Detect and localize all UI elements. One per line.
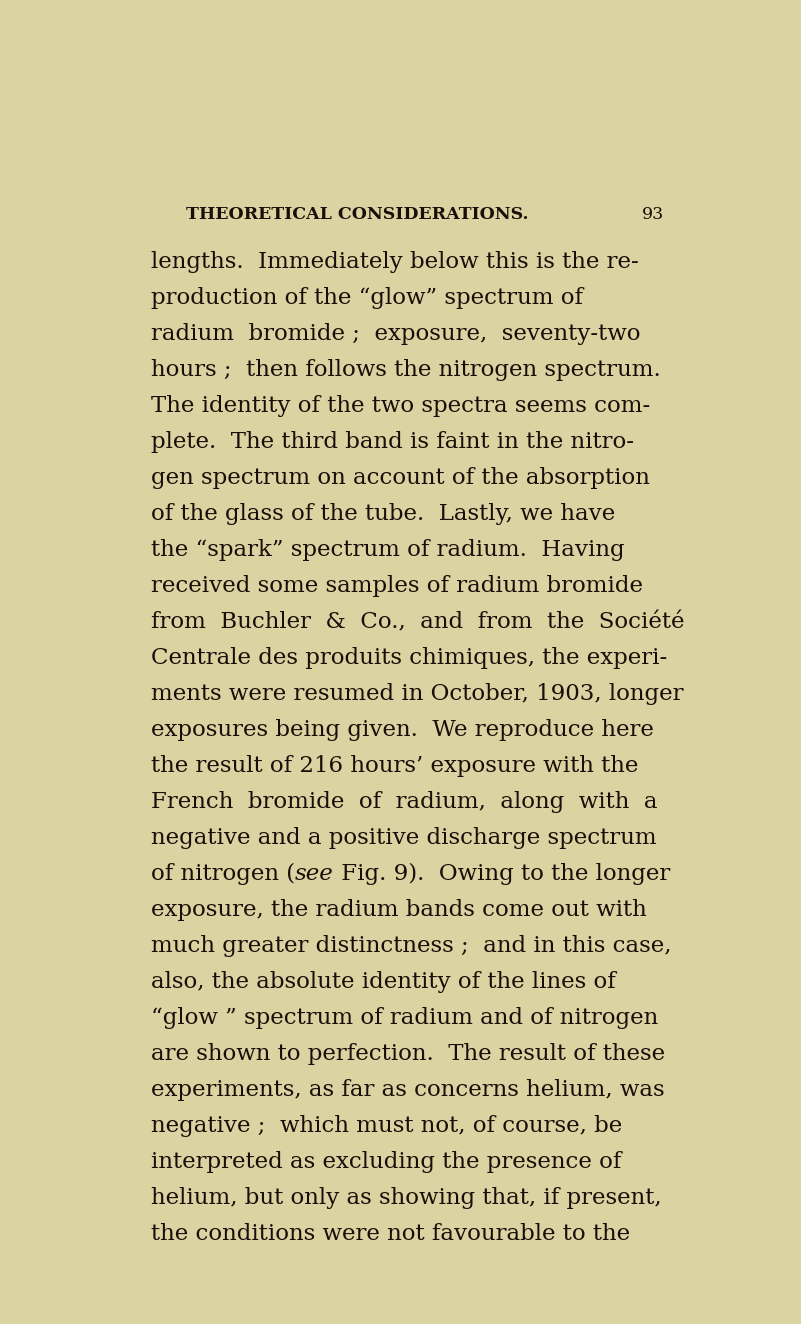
Text: THEORETICAL CONSIDERATIONS.: THEORETICAL CONSIDERATIONS. — [187, 207, 529, 222]
Text: gen spectrum on account of the absorption: gen spectrum on account of the absorptio… — [151, 467, 650, 490]
Text: Fig. 9).  Owing to the longer: Fig. 9). Owing to the longer — [334, 863, 670, 886]
Text: the conditions were not favourable to the: the conditions were not favourable to th… — [151, 1223, 630, 1245]
Text: 93: 93 — [642, 207, 664, 222]
Text: of nitrogen (: of nitrogen ( — [151, 863, 295, 886]
Text: interpreted as excluding the presence of: interpreted as excluding the presence of — [151, 1151, 622, 1173]
Text: ments were resumed in October, 1903, longer: ments were resumed in October, 1903, lon… — [151, 683, 683, 706]
Text: plete.  The third band is faint in the nitro-: plete. The third band is faint in the ni… — [151, 432, 634, 453]
Text: French  bromide  of  radium,  along  with  a: French bromide of radium, along with a — [151, 792, 658, 813]
Text: exposure, the radium bands come out with: exposure, the radium bands come out with — [151, 899, 646, 922]
Text: “glow ” spectrum of radium and of nitrogen: “glow ” spectrum of radium and of nitrog… — [151, 1008, 658, 1029]
Text: of the glass of the tube.  Lastly, we have: of the glass of the tube. Lastly, we hav… — [151, 503, 615, 526]
Text: production of the “glow” spectrum of: production of the “glow” spectrum of — [151, 287, 583, 310]
Text: the “spark” spectrum of radium.  Having: the “spark” spectrum of radium. Having — [151, 539, 625, 561]
Text: from  Buchler  &  Co.,  and  from  the  Société: from Buchler & Co., and from the Société — [151, 612, 685, 633]
Text: negative ;  which must not, of course, be: negative ; which must not, of course, be — [151, 1115, 622, 1137]
Text: also, the absolute identity of the lines of: also, the absolute identity of the lines… — [151, 970, 616, 993]
Text: the result of 216 hours’ exposure with the: the result of 216 hours’ exposure with t… — [151, 755, 638, 777]
Text: negative and a positive discharge spectrum: negative and a positive discharge spectr… — [151, 828, 657, 849]
Text: hours ;  then follows the nitrogen spectrum.: hours ; then follows the nitrogen spectr… — [151, 359, 661, 381]
Text: much greater distinctness ;  and in this case,: much greater distinctness ; and in this … — [151, 935, 671, 957]
Text: are shown to perfection.  The result of these: are shown to perfection. The result of t… — [151, 1043, 665, 1064]
Text: exposures being given.  We reproduce here: exposures being given. We reproduce here — [151, 719, 654, 741]
Text: Centrale des produits chimiques, the experi-: Centrale des produits chimiques, the exp… — [151, 647, 667, 669]
Text: see: see — [295, 863, 334, 886]
Text: received some samples of radium bromide: received some samples of radium bromide — [151, 575, 643, 597]
Text: helium, but only as showing that, if present,: helium, but only as showing that, if pre… — [151, 1188, 662, 1209]
Text: lengths.  Immediately below this is the re-: lengths. Immediately below this is the r… — [151, 252, 638, 273]
Text: radium  bromide ;  exposure,  seventy-two: radium bromide ; exposure, seventy-two — [151, 323, 641, 346]
Text: experiments, as far as concerns helium, was: experiments, as far as concerns helium, … — [151, 1079, 665, 1102]
Text: The identity of the two spectra seems com-: The identity of the two spectra seems co… — [151, 396, 650, 417]
